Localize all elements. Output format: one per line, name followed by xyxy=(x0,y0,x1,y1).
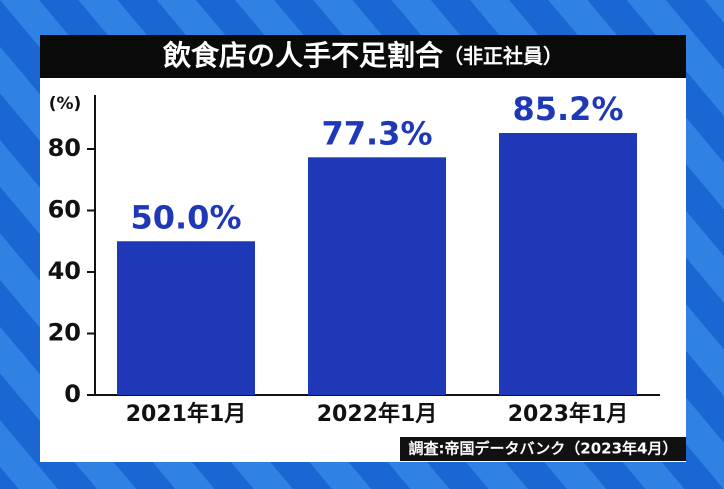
source-box xyxy=(400,437,686,461)
subtitle: （非正社員） xyxy=(443,44,563,68)
x-tick-label: 2022年1月 xyxy=(317,401,438,427)
bar xyxy=(499,133,637,395)
title: 飲食店の人手不足割合 xyxy=(163,39,444,72)
x-tick-label: 2021年1月 xyxy=(126,401,247,427)
y-tick-label: 60 xyxy=(48,196,81,224)
value-label: 85.2% xyxy=(512,90,623,128)
x-tick-label: 2023年1月 xyxy=(508,401,629,427)
y-tick-label: 0 xyxy=(64,380,81,408)
y-tick-label: 40 xyxy=(48,257,81,285)
source: 調査:帝国データバンク（2023年4月） xyxy=(409,440,678,458)
chart-title: 飲食店の人手不足割合（非正社員） xyxy=(163,39,563,72)
y-tick-label: 20 xyxy=(48,319,81,347)
y-tick-label: 80 xyxy=(48,134,81,162)
value-label: 77.3% xyxy=(321,114,432,152)
bar xyxy=(308,157,446,395)
title-bar xyxy=(40,35,686,78)
value-label: 50.0% xyxy=(130,198,241,236)
bar xyxy=(117,241,255,395)
y-axis-label: (%) xyxy=(49,94,82,114)
